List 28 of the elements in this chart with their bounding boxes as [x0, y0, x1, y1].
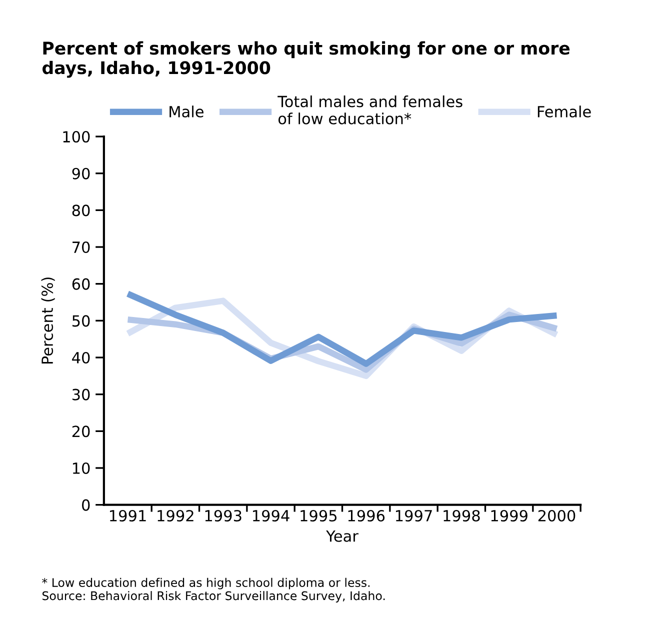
y-tick-label: 20	[72, 426, 90, 438]
x-tick-label: 2000	[538, 510, 576, 522]
x-tick-label: 1997	[396, 510, 432, 522]
chart-title: Percent of smokers who quit smoking for one or more days, Idaho, 1991-2000	[42, 41, 570, 78]
x-tick-label: 1999	[491, 510, 528, 522]
y-tick-label: 80	[72, 204, 90, 216]
x-tick-label: 1995	[300, 510, 337, 522]
text: * Low education defined as high school diploma or less. Source: Behavioral Risk Factor Surveillance Survey, Idaho.	[42, 578, 385, 602]
x-tick-label: 1998	[444, 510, 480, 522]
x-tick-label: 1992	[158, 510, 194, 522]
y-tick-label: 40	[72, 352, 90, 364]
x-tick-label: 1996	[348, 510, 385, 522]
x-tick-label: 1993	[205, 510, 242, 522]
y-axis-title: Percent (%)	[41, 278, 55, 364]
y-tick-label: 70	[72, 241, 90, 254]
x-tick-label: 1991	[110, 510, 146, 522]
legend-label: Female	[538, 106, 591, 118]
legend-label: Male	[170, 106, 204, 118]
x-tick-label: 1994	[252, 510, 290, 522]
x-axis-title: Year	[326, 530, 358, 542]
y-tick-label: 60	[72, 278, 90, 290]
y-tick-label: 0	[82, 499, 90, 511]
y-tick-label: 50	[72, 315, 90, 327]
y-tick-label: 10	[72, 462, 90, 474]
legend-label: Total males and females of low education*	[278, 95, 462, 124]
y-tick-label: 30	[72, 388, 90, 400]
y-tick-label: 100	[63, 130, 90, 143]
y-tick-label: 90	[72, 168, 90, 180]
